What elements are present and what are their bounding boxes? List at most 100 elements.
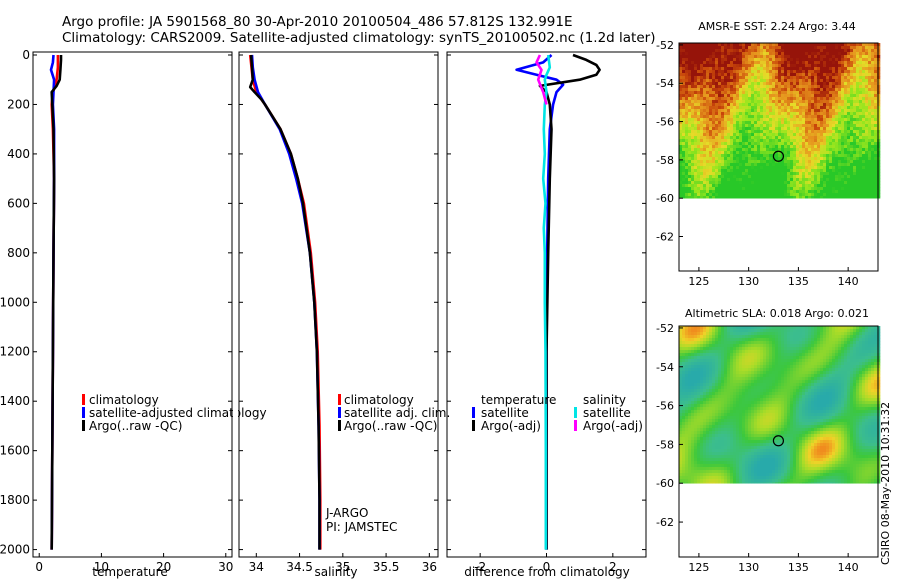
map-cell (844, 121, 848, 125)
map-cell (853, 55, 857, 59)
map-cell (697, 157, 701, 161)
map-cell (697, 130, 701, 134)
map-cell (727, 145, 731, 149)
map-cell (739, 103, 743, 107)
map-cell (790, 175, 794, 179)
map-cell (775, 73, 779, 77)
map-cell (766, 82, 770, 86)
map-cell (679, 347, 683, 351)
map-cell (685, 368, 689, 372)
map-cell (868, 142, 872, 146)
map-cell (688, 169, 692, 173)
map-cell (853, 193, 857, 197)
map-cell (733, 49, 737, 53)
map-cell (721, 341, 725, 345)
map-cell (736, 127, 740, 131)
map-cell (679, 109, 683, 113)
map-cell (820, 85, 824, 89)
map-cell (799, 145, 803, 149)
map-cell (721, 163, 725, 167)
map-cell (838, 172, 842, 176)
map-cell (775, 160, 779, 164)
map-cell (793, 43, 797, 47)
map-cell (850, 178, 854, 182)
map-cell (814, 46, 818, 50)
map-cell (847, 58, 851, 62)
map-cell (685, 55, 689, 59)
map-cell (826, 124, 830, 128)
map-cell (790, 85, 794, 89)
map-cell (844, 329, 848, 333)
map-cell (823, 139, 827, 143)
map-cell (868, 163, 872, 167)
map-cell (793, 88, 797, 92)
map-cell (760, 350, 764, 354)
map-cell (757, 55, 761, 59)
map-cell (796, 91, 800, 95)
map-cell (679, 85, 683, 89)
map-cell (847, 332, 851, 336)
map-cell (832, 157, 836, 161)
map-cell (730, 181, 734, 185)
salinity-series (248, 54, 322, 550)
map-cell (721, 142, 725, 146)
map-cell (868, 371, 872, 375)
map-cell (823, 193, 827, 197)
map-cell (745, 184, 749, 188)
map-cell (682, 187, 686, 191)
map-cell (781, 76, 785, 80)
map-cell (841, 97, 845, 101)
map-cell (682, 151, 686, 155)
y-tick-label: 1400 (0, 394, 30, 408)
map-cell (754, 43, 758, 47)
map-cell (700, 100, 704, 104)
map-cell (835, 64, 839, 68)
map-cell (766, 151, 770, 155)
map-cell (718, 329, 722, 333)
map-cell (694, 139, 698, 143)
legend-swatch-satellite (82, 407, 85, 418)
map-cell (850, 109, 854, 113)
map-cell (778, 356, 782, 360)
map-cell (862, 335, 866, 339)
map-cell (832, 109, 836, 113)
map-cell (742, 139, 746, 143)
map-cell (679, 157, 683, 161)
map-cell (853, 365, 857, 369)
map-cell (808, 344, 812, 348)
map-cell (874, 359, 878, 363)
map-cell (769, 58, 773, 62)
map-cell (733, 127, 737, 131)
map-cell (727, 362, 731, 366)
map-cell (844, 148, 848, 152)
map-cell (868, 151, 872, 155)
map-cell (790, 160, 794, 164)
map-cell (703, 76, 707, 80)
map-cell (706, 196, 710, 199)
map-cell (862, 97, 866, 101)
map-cell (817, 61, 821, 65)
map-cell (754, 178, 758, 182)
map-cell (814, 115, 818, 119)
map-cell (754, 82, 758, 86)
map-cell (871, 190, 875, 194)
map-cell (745, 100, 749, 104)
map-cell (853, 380, 857, 384)
map-cell (829, 353, 833, 357)
map-cell (730, 157, 734, 161)
map-cell (841, 79, 845, 83)
map-cell (796, 118, 800, 122)
map-cell (811, 55, 815, 59)
map-cell (691, 118, 695, 122)
map-cell (748, 133, 752, 137)
map-cell (835, 133, 839, 137)
map-cell (802, 371, 806, 375)
map-cell (805, 184, 809, 188)
map-cell (709, 344, 713, 348)
map-cell (739, 112, 743, 116)
map-cell (706, 142, 710, 146)
temperature-series (49, 54, 63, 550)
map-cell (772, 82, 776, 86)
map-cell (871, 124, 875, 128)
map-cell (877, 359, 881, 363)
